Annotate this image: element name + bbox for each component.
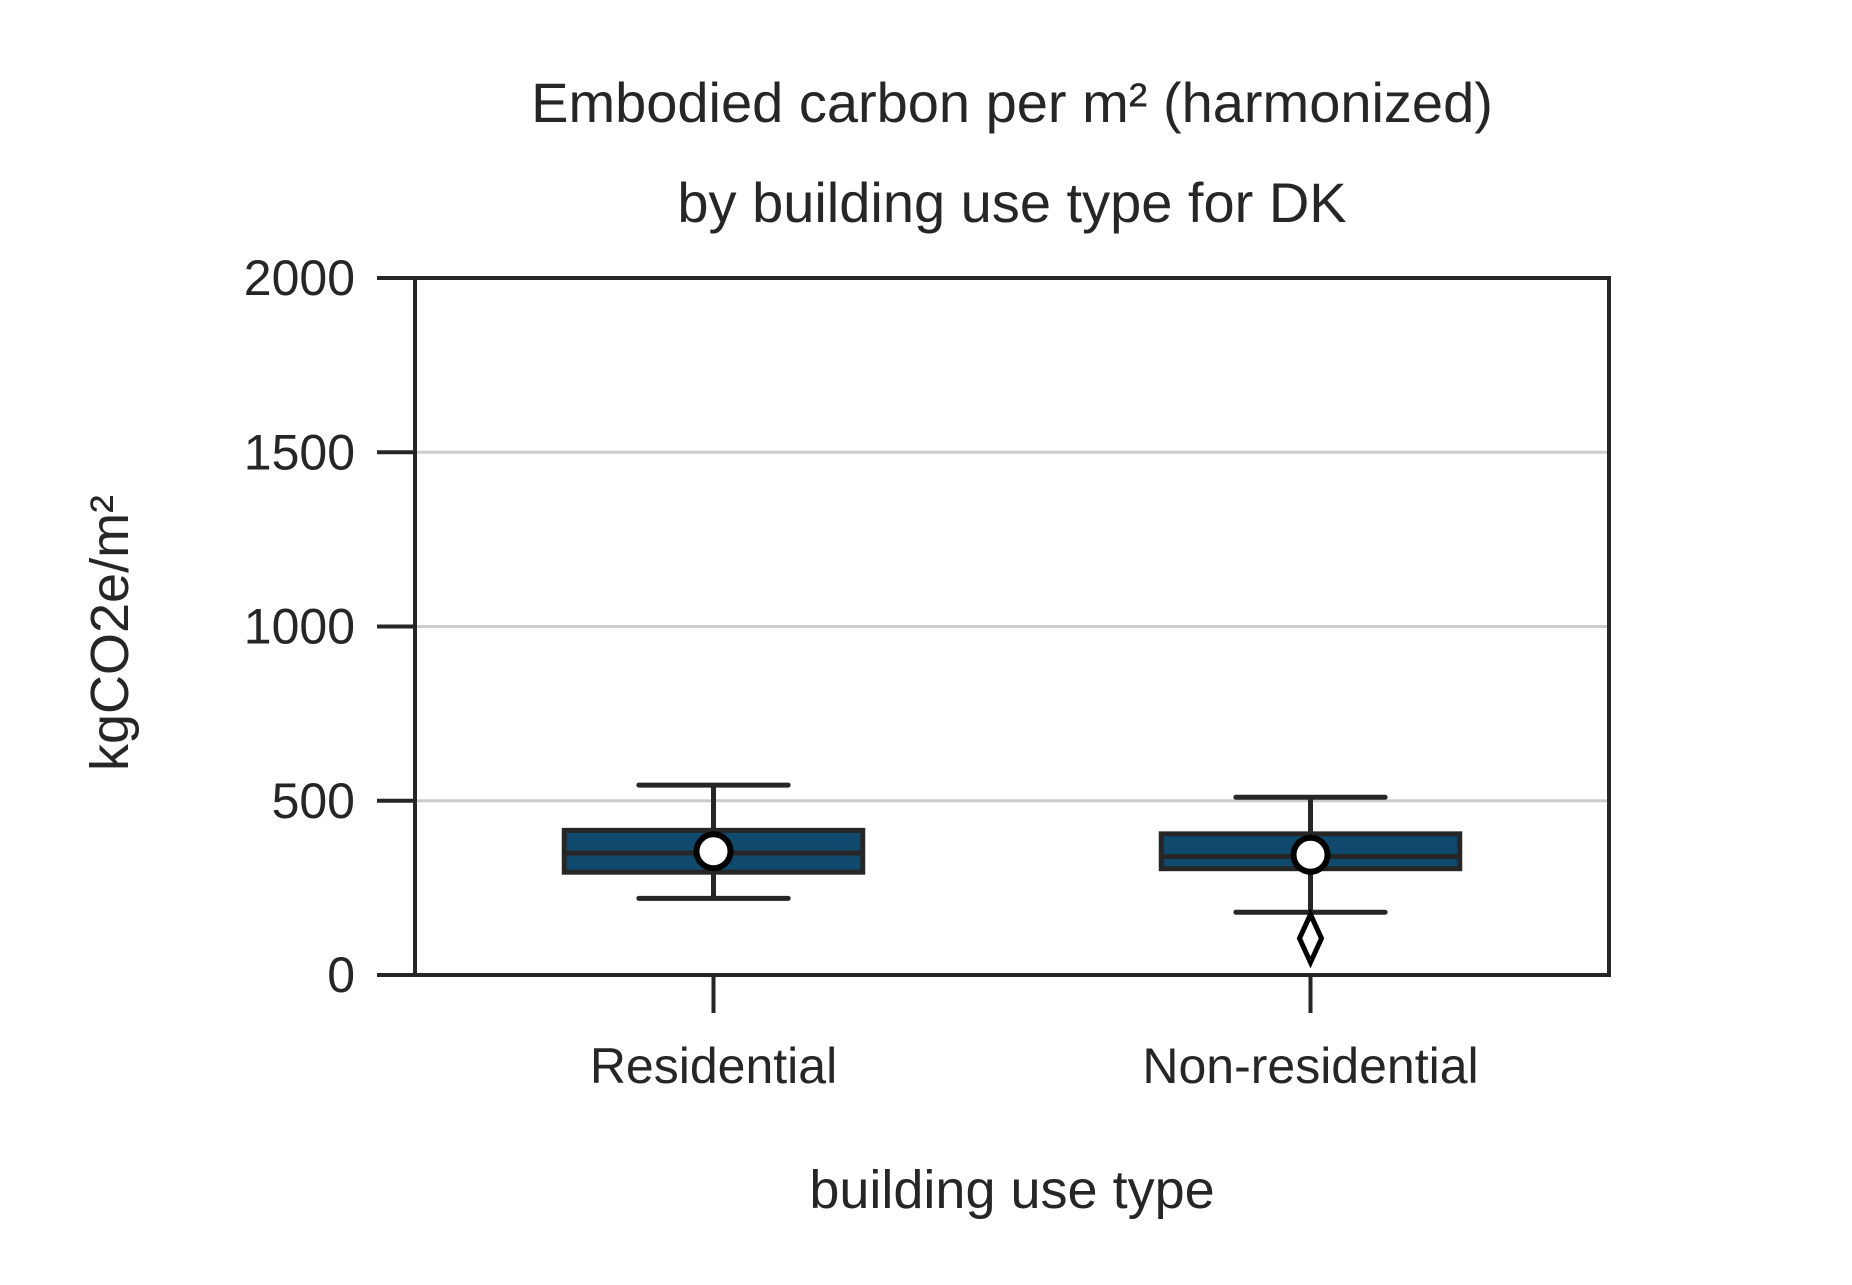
x-tick-label-residential: Residential <box>590 1038 837 1094</box>
y-tick-label-0: 0 <box>327 947 355 1003</box>
outlier-point-0 <box>1296 908 1325 969</box>
grid-lines <box>415 450 1609 803</box>
y-tick-label-2000: 2000 <box>244 250 355 306</box>
chart-title: Embodied carbon per m² (harmonized) <box>531 71 1493 134</box>
y-axis-label: kgCO2e/m² <box>80 495 140 771</box>
chart-subtitle: by building use type for DK <box>677 171 1346 234</box>
mean-marker <box>1290 834 1331 875</box>
y-tick-label-500: 500 <box>272 773 355 829</box>
y-tick-label-1500: 1500 <box>244 424 355 480</box>
y-axis-ticks: 0 500 1000 1500 2000 <box>244 250 415 1003</box>
box-non-residential <box>1158 794 1463 969</box>
box-residential <box>561 782 866 901</box>
x-axis-label: building use type <box>809 1160 1214 1220</box>
y-tick-label-1000: 1000 <box>244 599 355 655</box>
x-tick-label-non-residential: Non-residential <box>1142 1038 1478 1094</box>
x-axis-ticks: Residential Non-residential <box>590 975 1479 1094</box>
box-plots <box>561 782 1463 969</box>
mean-marker <box>693 831 734 872</box>
